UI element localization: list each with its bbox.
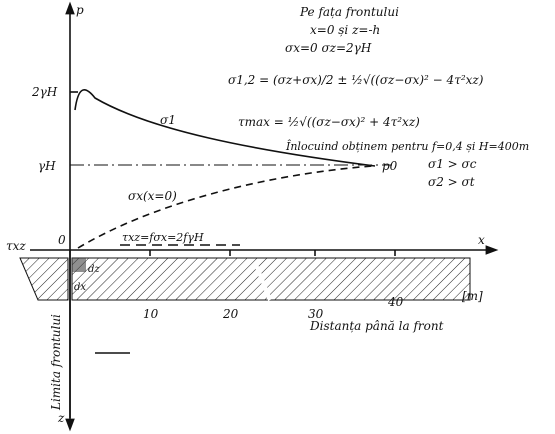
shear-diagram — [19, 257, 69, 301]
label: dz — [88, 264, 100, 275]
formula: σ1,2 = (σz+σx)/2 ± ½√((σz−σx)² − 4τ²xz) — [228, 73, 484, 87]
note: Înlocuind obținem pentru f=0,4 și H=400m — [285, 139, 529, 153]
label: 2γH — [31, 85, 58, 99]
label: [m] — [462, 289, 483, 303]
note: σx=0 σz=2γH — [285, 41, 372, 55]
label: σ1 — [160, 113, 176, 127]
label: p0 — [382, 159, 398, 173]
label: Distanța până la front — [309, 319, 444, 333]
note: σ1 > σc — [428, 157, 477, 171]
label: σx(x=0) — [128, 189, 177, 203]
note: σ2 > σt — [428, 175, 475, 189]
rock-mass — [71, 257, 471, 301]
label: τxz=fσx=2fγH — [122, 231, 204, 244]
axis-label: z — [57, 411, 65, 425]
break — [253, 261, 272, 301]
axis-label: p — [76, 3, 84, 17]
tick-label: 40 — [387, 295, 404, 309]
tick-label: 20 — [222, 307, 239, 321]
axis-label: 0 — [58, 233, 66, 247]
axis-label: x — [478, 233, 485, 247]
note: Pe fața frontului — [299, 5, 399, 19]
label: γH — [38, 159, 56, 173]
note: x=0 și z=-h — [310, 23, 380, 37]
label: Limita frontului — [49, 314, 63, 411]
label: dx — [74, 282, 86, 293]
element — [72, 258, 86, 272]
formula: τmax = ½√((σz−σx)² + 4τ²xz) — [238, 115, 420, 129]
drawing — [19, 1, 499, 432]
label: τxz — [6, 239, 26, 253]
tick-label: 30 — [308, 307, 324, 321]
tick-label: 10 — [143, 307, 159, 321]
sigma1-curve — [74, 89, 376, 167]
